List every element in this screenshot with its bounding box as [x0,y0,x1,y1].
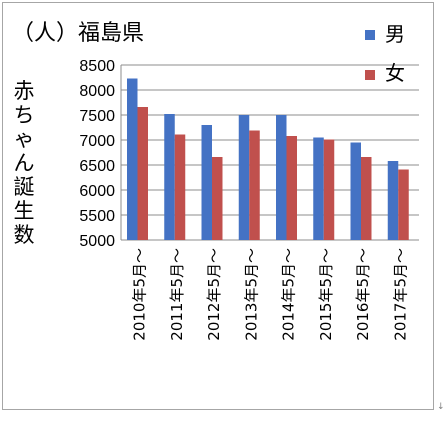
y-tick-label: 5000 [79,233,115,250]
legend: 男女 [365,22,405,85]
x-tick-label: 2017年5月～ [391,248,409,341]
y-tick-label: 8500 [79,58,115,75]
y-axis-label-char: ん [14,151,35,175]
bar-male [238,115,250,240]
y-axis-label-char: ち [14,103,35,127]
x-tick-label: 2012年5月～ [205,248,223,341]
bar-female [174,134,186,240]
x-tick-label: 2011年5月～ [168,248,186,341]
x-tick-label: 2010年5月～ [131,248,149,341]
corner-mark: ↓ [437,402,445,412]
bar-male [164,114,175,240]
bar-male [313,137,324,240]
legend-label: 女 [385,61,405,85]
bar-male [201,125,212,240]
bar-female [286,136,297,240]
y-axis-label-char: 生 [14,199,35,223]
bars [127,78,409,240]
y-tick-label: 6500 [79,158,115,175]
y-tick-label: 8000 [79,83,115,100]
x-tick-label: 2013年5月～ [242,248,260,341]
bar-male [387,161,399,240]
x-axis-ticks: 2010年5月～ 2011年5月～ 2012年5月～ 2013年5月～ 2014年5月～… [131,248,410,341]
y-tick-label: 5500 [79,208,115,225]
bar-female [361,157,372,240]
y-tick-label: 7500 [79,108,115,125]
x-tick-label: 2016年5月～ [354,248,372,341]
bar-female [323,139,335,240]
bar-female [398,169,409,240]
legend-swatch [365,30,375,40]
legend-label: 男 [385,22,405,46]
bar-female [212,157,223,240]
bar-male [350,142,361,240]
x-tick-label: 2015年5月～ [317,248,335,341]
bar-female [249,130,260,240]
y-axis-label-char: 数 [14,223,35,247]
bar-male [127,78,138,240]
y-axis-label-char: 誕 [14,175,35,199]
y-tick-label: 6000 [79,183,115,200]
bar-female [137,107,148,240]
y-axis-label-char: ゃ [14,127,35,151]
x-tick-label: 2014年5月～ [280,248,298,341]
y-axis-label-char: 赤 [14,79,35,103]
legend-swatch [365,70,375,80]
y-tick-label: 7000 [79,133,115,150]
chart-title: （人）福島県 [12,21,144,46]
bar-male [276,115,287,240]
y-axis-ticks: 5000 5500 6000 6500 7000 7500 8000 8500 [79,58,115,250]
